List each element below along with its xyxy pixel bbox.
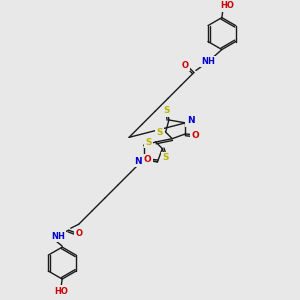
Text: N: N <box>187 116 194 125</box>
Text: HO: HO <box>220 1 234 10</box>
Text: N: N <box>134 157 141 166</box>
Text: S: S <box>145 138 152 147</box>
Text: S: S <box>156 128 163 136</box>
Text: NH: NH <box>201 57 215 66</box>
Text: O: O <box>144 155 152 164</box>
Text: S: S <box>162 153 169 162</box>
Text: O: O <box>182 61 188 70</box>
Text: HO: HO <box>54 286 68 296</box>
Text: O: O <box>192 131 199 140</box>
Text: O: O <box>75 229 82 238</box>
Text: NH: NH <box>51 232 65 241</box>
Text: S: S <box>164 106 170 116</box>
